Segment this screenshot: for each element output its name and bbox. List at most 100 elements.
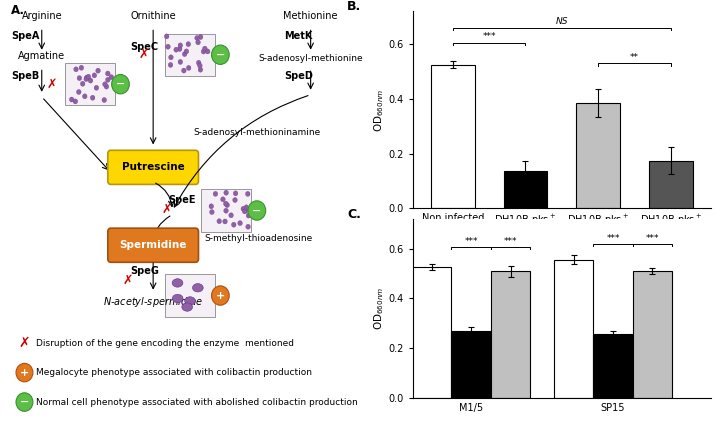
Circle shape xyxy=(217,218,222,224)
Text: Methionine: Methionine xyxy=(284,11,338,21)
Text: Agmatine: Agmatine xyxy=(18,51,65,61)
Circle shape xyxy=(109,75,113,80)
Text: −: − xyxy=(116,79,125,89)
Circle shape xyxy=(223,201,228,206)
Bar xyxy=(554,260,593,398)
FancyBboxPatch shape xyxy=(65,63,115,105)
Text: ***: *** xyxy=(606,234,620,242)
Circle shape xyxy=(241,206,246,211)
Circle shape xyxy=(224,208,228,213)
Circle shape xyxy=(205,49,210,54)
Bar xyxy=(431,65,475,208)
Circle shape xyxy=(244,208,249,213)
Bar xyxy=(412,267,452,398)
Circle shape xyxy=(90,95,95,100)
Circle shape xyxy=(233,197,238,203)
Text: +: + xyxy=(215,290,225,301)
Circle shape xyxy=(84,77,88,82)
FancyBboxPatch shape xyxy=(201,189,251,232)
Circle shape xyxy=(106,77,110,83)
Text: ✗: ✗ xyxy=(123,274,134,287)
Text: ✗: ✗ xyxy=(19,336,30,350)
Text: $N$-acetyl-spermidine: $N$-acetyl-spermidine xyxy=(103,295,203,309)
Circle shape xyxy=(220,197,225,202)
Circle shape xyxy=(168,62,173,67)
Circle shape xyxy=(77,76,82,81)
Circle shape xyxy=(74,67,78,72)
Text: SpeD: SpeD xyxy=(284,71,312,81)
Bar xyxy=(504,171,547,208)
FancyBboxPatch shape xyxy=(108,228,198,262)
Text: S-adenosyl-methionine: S-adenosyl-methionine xyxy=(258,53,363,63)
Circle shape xyxy=(102,98,106,103)
FancyBboxPatch shape xyxy=(164,34,215,76)
Text: Arginine: Arginine xyxy=(22,11,62,21)
Circle shape xyxy=(106,71,110,76)
Circle shape xyxy=(196,40,200,45)
Circle shape xyxy=(213,191,218,196)
Y-axis label: OD$_{660nm}$: OD$_{660nm}$ xyxy=(372,287,386,330)
Circle shape xyxy=(88,78,93,83)
Circle shape xyxy=(224,190,228,195)
Circle shape xyxy=(197,63,202,68)
Circle shape xyxy=(223,219,228,224)
Circle shape xyxy=(16,393,33,411)
Circle shape xyxy=(186,42,190,47)
Text: SpeB: SpeB xyxy=(11,71,39,81)
Circle shape xyxy=(201,49,206,54)
Circle shape xyxy=(198,67,202,72)
Text: NS: NS xyxy=(556,17,568,27)
Text: Putrescine: Putrescine xyxy=(122,162,185,172)
Text: Normal cell phenotype associated with abolished colibactin production: Normal cell phenotype associated with ab… xyxy=(36,397,358,407)
Circle shape xyxy=(246,192,250,197)
Circle shape xyxy=(187,65,191,70)
Bar xyxy=(649,160,693,208)
Circle shape xyxy=(80,81,85,86)
Ellipse shape xyxy=(182,303,192,311)
Text: ✗: ✗ xyxy=(46,78,57,91)
Circle shape xyxy=(246,224,251,229)
FancyBboxPatch shape xyxy=(164,274,215,317)
Circle shape xyxy=(166,44,170,49)
Circle shape xyxy=(243,209,247,214)
Circle shape xyxy=(112,75,129,94)
Ellipse shape xyxy=(185,297,195,305)
Circle shape xyxy=(233,191,238,196)
Circle shape xyxy=(209,204,213,209)
Circle shape xyxy=(95,68,101,73)
Text: ✗: ✗ xyxy=(139,48,149,61)
Circle shape xyxy=(77,90,81,95)
Text: SpeA: SpeA xyxy=(11,31,39,41)
Circle shape xyxy=(178,43,182,48)
Text: SpeG: SpeG xyxy=(130,266,159,277)
Circle shape xyxy=(212,286,229,305)
Circle shape xyxy=(244,205,248,210)
Bar xyxy=(452,331,491,398)
Text: SpeE: SpeE xyxy=(169,195,196,205)
FancyBboxPatch shape xyxy=(108,150,198,184)
Ellipse shape xyxy=(172,294,183,303)
Text: S-adenosyl-methioninamine: S-adenosyl-methioninamine xyxy=(193,128,320,137)
Text: S-methyl-thioadenosine: S-methyl-thioadenosine xyxy=(205,234,313,243)
Ellipse shape xyxy=(172,279,183,287)
Circle shape xyxy=(174,47,179,52)
Text: ✗: ✗ xyxy=(162,203,172,216)
Circle shape xyxy=(238,221,243,226)
Ellipse shape xyxy=(192,284,203,292)
Bar xyxy=(593,334,633,398)
Bar xyxy=(491,271,531,398)
Text: −: − xyxy=(252,205,261,216)
Circle shape xyxy=(246,213,251,218)
Text: C.: C. xyxy=(348,208,361,221)
Circle shape xyxy=(16,363,33,382)
Circle shape xyxy=(103,82,107,87)
Circle shape xyxy=(164,34,169,39)
Circle shape xyxy=(84,75,89,80)
Text: −: − xyxy=(20,397,29,407)
Text: Disruption of the gene encoding the enzyme  mentioned: Disruption of the gene encoding the enzy… xyxy=(36,338,294,348)
Circle shape xyxy=(210,210,214,215)
Circle shape xyxy=(202,46,208,51)
Text: A.: A. xyxy=(11,4,25,17)
Text: Spermidine: Spermidine xyxy=(119,240,187,250)
Circle shape xyxy=(177,46,182,51)
